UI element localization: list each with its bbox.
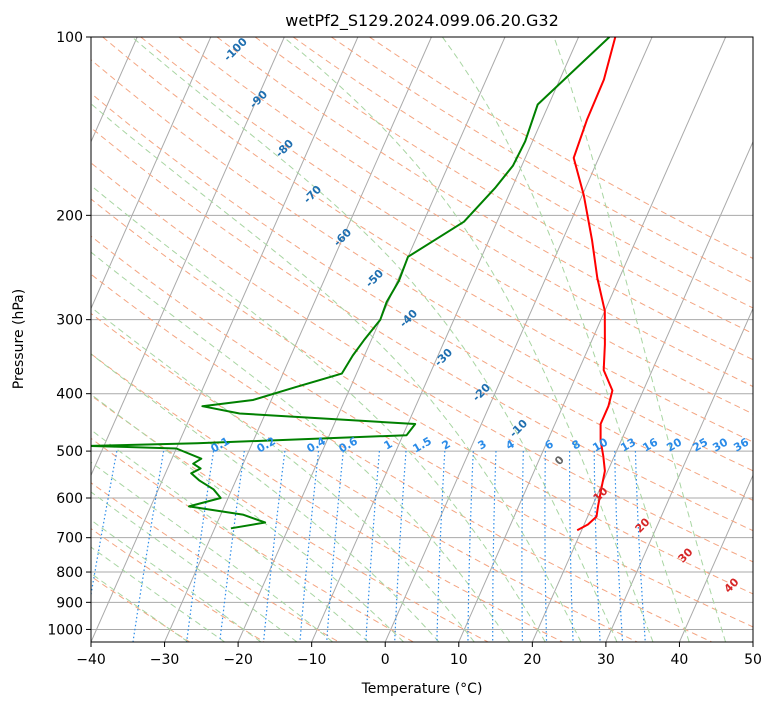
x-axis-label: Temperature (°C) — [361, 681, 483, 697]
y-axis: 100 200 300 400 500 600 700 800 900 1000 — [47, 30, 91, 638]
y-tick-label: 800 — [56, 565, 83, 581]
moist-adiabat-line — [0, 37, 510, 642]
x-tick-label: 0 — [381, 652, 390, 668]
y-tick-label: 600 — [56, 491, 83, 507]
mixing-ratio-line — [570, 451, 574, 642]
y-tick-label: 700 — [56, 531, 83, 547]
mixing-ratio-label: 3 — [476, 437, 489, 452]
y-tick-label: 200 — [56, 208, 83, 224]
mixing-ratio-label: 8 — [570, 437, 583, 452]
x-tick-label: −20 — [223, 652, 253, 668]
y-axis-label: Pressure (hPa) — [11, 289, 27, 389]
dry-adiabat-line — [0, 37, 637, 642]
x-tick-label: −40 — [76, 652, 106, 668]
chart-title: wetPf2_S129.2024.099.06.20.G32 — [285, 11, 559, 31]
isotherm-line — [0, 37, 64, 642]
moist-adiabat-line — [0, 37, 261, 642]
dry-adiabat-line — [0, 37, 563, 642]
skew-label: -90 — [247, 88, 270, 111]
isotherm-line — [17, 37, 284, 642]
moist-adiabat-line — [17, 37, 581, 642]
x-axis: −40 −30 −20 −10 0 10 20 30 40 50 — [76, 642, 762, 668]
mixing-ratio-line — [522, 451, 523, 642]
moist-adiabat-line — [0, 37, 474, 642]
x-tick-label: −10 — [297, 652, 327, 668]
mixing-ratio-label: 1.5 — [411, 434, 434, 455]
y-tick-label: 100 — [56, 30, 83, 46]
x-tick-label: 40 — [671, 652, 689, 668]
isotherm-line — [753, 37, 775, 642]
skew-label: 20 — [633, 515, 653, 535]
skew-label: 30 — [676, 545, 696, 565]
mixing-ratio-line — [594, 451, 600, 642]
dry-adiabat-line — [331, 37, 775, 642]
moist-adiabat-line — [0, 37, 297, 642]
isotherm-line — [532, 37, 775, 642]
mixing-ratio-line — [83, 451, 117, 642]
isotherm-line — [0, 37, 211, 642]
y-tick-label: 500 — [56, 444, 83, 460]
mixing-ratio-line — [220, 451, 245, 642]
skew-label: -70 — [301, 183, 324, 206]
dewpoint-profile-line — [89, 37, 609, 528]
background-lines — [0, 37, 775, 642]
x-tick-label: 50 — [744, 652, 762, 668]
y-tick-label: 400 — [56, 387, 83, 403]
isotherm-line — [91, 37, 358, 642]
x-tick-label: −30 — [150, 652, 180, 668]
mixing-ratio-line — [437, 451, 445, 642]
moist-adiabat-line — [0, 37, 333, 642]
moist-adiabat-line — [0, 37, 188, 642]
x-tick-label: 30 — [597, 652, 615, 668]
mixing-ratio-line — [493, 451, 496, 642]
skew-label: -100 — [221, 35, 250, 64]
skew-label: 0 — [552, 453, 567, 468]
series-layer — [89, 37, 615, 530]
mixing-ratio-line — [468, 451, 473, 642]
mixing-ratio-line — [395, 451, 406, 642]
y-tick-label: 1000 — [47, 622, 83, 638]
y-tick-label: 900 — [56, 595, 83, 611]
isotherm-line — [385, 37, 652, 642]
moist-adiabat-line — [442, 37, 689, 642]
isotherm-line — [679, 37, 775, 642]
mixing-ratio-label: 0.1 — [209, 434, 232, 455]
dry-adiabat-line — [255, 37, 775, 642]
mixing-ratio-label: 0.2 — [255, 434, 278, 455]
mixing-ratio-label: 6 — [543, 437, 556, 452]
moist-adiabat-line — [0, 37, 439, 642]
dry-adiabat-line — [0, 37, 190, 642]
skew-label: -30 — [432, 346, 455, 369]
isotherm-line — [312, 37, 579, 642]
x-tick-label: 10 — [450, 652, 468, 668]
mixing-ratio-line — [366, 451, 380, 642]
dry-adiabat-line — [0, 37, 339, 642]
mixing-ratio-line — [635, 451, 645, 642]
isoline-labels: -100-90-80-70-60-50-40-30-20-10010203040… — [209, 35, 752, 596]
skew-label: -40 — [397, 307, 420, 330]
skew-label: 40 — [722, 575, 742, 595]
y-tick-label: 300 — [56, 313, 83, 329]
skew-label: -20 — [470, 381, 493, 404]
skew-label: -10 — [507, 417, 530, 440]
x-tick-label: 20 — [523, 652, 541, 668]
skew-label: -60 — [331, 226, 354, 249]
moist-adiabat-line — [0, 37, 368, 642]
mixing-ratio-label: 1 — [382, 437, 395, 452]
skew-label: -50 — [363, 267, 386, 290]
